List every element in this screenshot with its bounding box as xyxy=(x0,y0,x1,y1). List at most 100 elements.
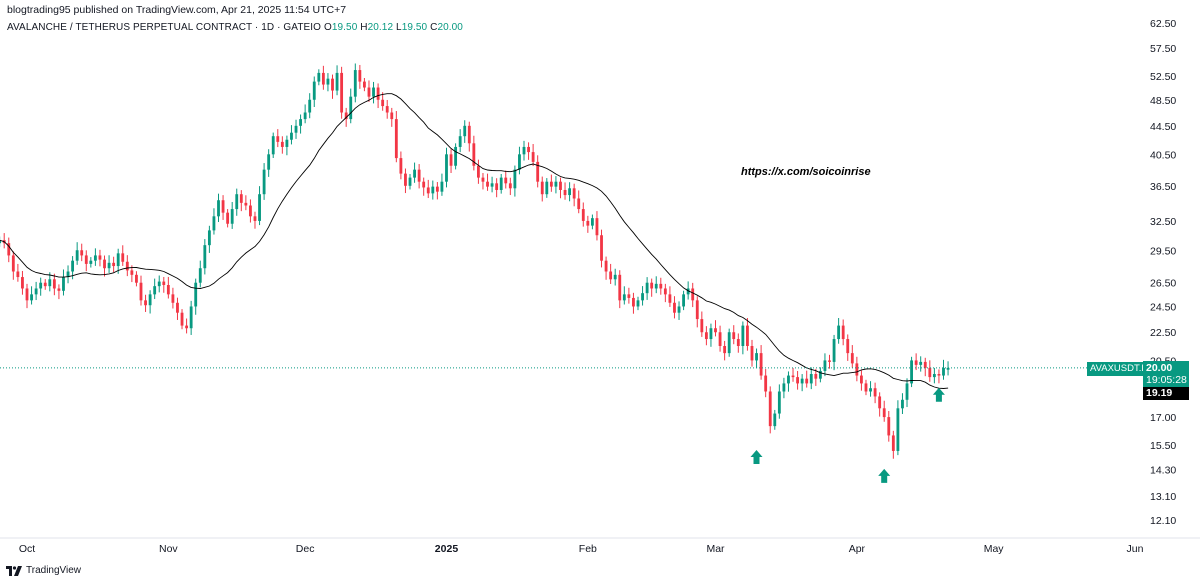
high-value: 20.12 xyxy=(367,22,394,33)
candle-body xyxy=(905,383,909,400)
annotation-arrows xyxy=(750,387,945,483)
candle-body xyxy=(62,277,65,291)
candle-body xyxy=(901,399,904,409)
candle-body xyxy=(732,332,736,340)
candle-body xyxy=(157,281,161,287)
candle-body xyxy=(408,177,412,186)
candle-body xyxy=(431,186,435,194)
candle-body xyxy=(235,194,239,210)
time-tick-label: Oct xyxy=(19,543,35,555)
candle-body xyxy=(910,360,913,384)
candle-body xyxy=(404,173,407,186)
price-tick-label: 44.50 xyxy=(1150,121,1176,133)
candle-body xyxy=(390,112,394,120)
price-tick-label: 15.50 xyxy=(1150,440,1176,452)
candle-body xyxy=(267,154,271,170)
candle-body xyxy=(326,78,330,85)
candle-body xyxy=(394,119,398,159)
candle-body xyxy=(759,353,763,376)
candle-body xyxy=(663,288,667,295)
candle-body xyxy=(527,146,530,153)
candle-body xyxy=(194,282,198,307)
footer-brand-label: TradingView xyxy=(26,565,82,576)
candle-body xyxy=(80,250,84,256)
candle-body xyxy=(668,294,672,303)
candle-body xyxy=(112,262,116,267)
candle-body xyxy=(773,413,777,427)
candle-body xyxy=(358,70,362,82)
candle-body xyxy=(467,125,471,144)
candle-body xyxy=(30,294,33,301)
candle-body xyxy=(253,216,257,221)
candlestick-series xyxy=(0,63,950,459)
candle-body xyxy=(486,181,489,187)
watermark-link: https://x.com/soicoinrise xyxy=(741,166,871,178)
candle-body xyxy=(787,375,790,384)
candle-body xyxy=(495,183,499,190)
candle-body xyxy=(331,78,334,91)
candle-body xyxy=(513,169,517,189)
footer-brand[interactable]: TradingView xyxy=(6,565,81,576)
candle-body xyxy=(399,158,403,174)
candle-body xyxy=(700,319,704,333)
candle-body xyxy=(741,325,745,347)
candle-body xyxy=(736,339,740,347)
price-tick-label: 36.50 xyxy=(1150,181,1176,193)
candle-body xyxy=(130,270,134,275)
candle-body xyxy=(66,271,70,278)
candle-body xyxy=(185,325,189,329)
symbol-legend: AVALANCHE / TETHERUS PERPETUAL CONTRACT … xyxy=(7,22,463,33)
candle-body xyxy=(207,230,211,246)
candle-body xyxy=(476,165,480,178)
candle-body xyxy=(435,186,439,192)
candle-body xyxy=(869,388,872,392)
candle-body xyxy=(504,177,508,184)
candle-body xyxy=(928,367,932,378)
candle-body xyxy=(103,259,106,269)
price-tick-label: 52.50 xyxy=(1150,71,1176,83)
candle-body xyxy=(777,391,781,414)
candle-body xyxy=(572,188,576,199)
time-tick-label: Dec xyxy=(296,543,315,555)
candle-body xyxy=(490,183,494,187)
bar-countdown: 19:05:28 xyxy=(1146,374,1187,386)
time-tick-label: Apr xyxy=(849,543,866,555)
candle-body xyxy=(198,268,202,283)
candle-body xyxy=(714,328,717,333)
candle-body xyxy=(828,360,831,362)
candle-body xyxy=(518,154,521,170)
candle-body xyxy=(768,391,772,427)
candle-body xyxy=(814,374,818,379)
candle-body xyxy=(942,367,945,376)
candle-body xyxy=(782,383,786,392)
candle-body xyxy=(413,169,416,178)
candle-body xyxy=(340,72,344,113)
price-axis: 62.50 57.50 52.50 48.50 44.50 40.50 36.50 32.50… xyxy=(1150,18,1176,527)
candle-body xyxy=(372,87,375,97)
candle-body xyxy=(258,194,261,221)
candle-body xyxy=(723,346,727,354)
candle-body xyxy=(39,282,43,289)
time-tick-label: Nov xyxy=(159,543,178,555)
candle-body xyxy=(654,283,658,289)
candle-body xyxy=(239,194,243,203)
moving-average-line xyxy=(0,93,949,389)
candle-body xyxy=(641,293,644,301)
price-tick-label: 14.30 xyxy=(1150,464,1176,476)
symbol-price-tag: AVAXUSDT.P xyxy=(1087,362,1151,376)
candle-body xyxy=(381,99,385,107)
candle-body xyxy=(440,181,444,192)
symbol-name[interactable]: AVALANCHE / TETHERUS PERPETUAL CONTRACT … xyxy=(7,22,322,33)
candle-body xyxy=(135,274,138,283)
candle-body xyxy=(686,288,690,295)
candle-body xyxy=(312,81,316,100)
candle-body xyxy=(57,288,61,291)
candle-body xyxy=(176,302,179,313)
up-arrow-icon xyxy=(878,468,891,483)
candle-body xyxy=(540,181,544,195)
candle-body xyxy=(837,325,841,340)
candle-body xyxy=(107,262,111,269)
candle-body xyxy=(171,294,175,303)
candle-body xyxy=(93,255,97,261)
